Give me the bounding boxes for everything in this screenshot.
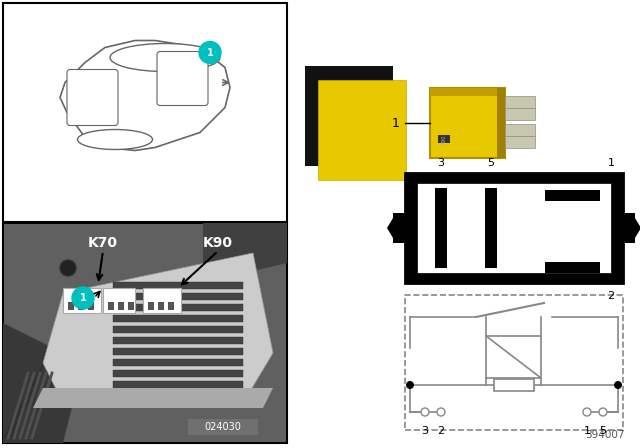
- Bar: [318, 80, 406, 180]
- Ellipse shape: [110, 43, 220, 72]
- Bar: [405, 295, 623, 430]
- Bar: [4, 224, 286, 442]
- Bar: [103, 288, 135, 313]
- Circle shape: [406, 381, 414, 389]
- Bar: [417, 183, 611, 273]
- Bar: [505, 96, 535, 108]
- Text: 5: 5: [600, 426, 607, 436]
- Text: K90: K90: [442, 134, 447, 144]
- Bar: [63, 288, 101, 313]
- Circle shape: [72, 287, 94, 309]
- Bar: [108, 302, 114, 310]
- Bar: [430, 88, 505, 96]
- Bar: [128, 302, 134, 310]
- Bar: [430, 88, 505, 158]
- Bar: [405, 173, 623, 283]
- Text: 1: 1: [79, 293, 86, 303]
- Text: 5: 5: [488, 158, 495, 168]
- Circle shape: [614, 381, 622, 389]
- Polygon shape: [387, 213, 405, 243]
- Bar: [486, 336, 541, 378]
- Circle shape: [421, 408, 429, 416]
- Polygon shape: [33, 388, 273, 408]
- Text: 3: 3: [438, 158, 445, 168]
- Bar: [497, 88, 505, 158]
- Text: K70: K70: [88, 236, 118, 250]
- Bar: [438, 135, 450, 143]
- Bar: [113, 315, 243, 322]
- Polygon shape: [60, 40, 230, 151]
- Bar: [113, 282, 243, 289]
- Bar: [113, 348, 243, 355]
- Bar: [505, 136, 535, 148]
- Circle shape: [583, 408, 591, 416]
- Text: 024030: 024030: [205, 422, 241, 432]
- Bar: [168, 302, 174, 310]
- Polygon shape: [203, 223, 287, 283]
- Text: 1: 1: [392, 116, 400, 129]
- Bar: [188, 419, 258, 435]
- Circle shape: [599, 408, 607, 416]
- Bar: [143, 288, 181, 313]
- Bar: [113, 359, 243, 366]
- Bar: [485, 188, 497, 268]
- Bar: [545, 262, 600, 273]
- Circle shape: [437, 408, 445, 416]
- Bar: [78, 302, 84, 310]
- Bar: [305, 66, 393, 166]
- Text: 2: 2: [437, 426, 445, 436]
- FancyBboxPatch shape: [67, 69, 118, 125]
- Polygon shape: [623, 213, 640, 243]
- Text: 394007: 394007: [586, 430, 625, 440]
- Circle shape: [60, 260, 76, 276]
- Bar: [158, 302, 164, 310]
- Polygon shape: [43, 253, 273, 403]
- Bar: [435, 188, 447, 268]
- Polygon shape: [3, 343, 53, 438]
- Bar: [113, 337, 243, 344]
- Bar: [545, 190, 600, 201]
- Bar: [505, 108, 535, 120]
- Text: 3: 3: [422, 426, 429, 436]
- Bar: [113, 381, 243, 388]
- Bar: [68, 302, 74, 310]
- Bar: [113, 304, 243, 311]
- Bar: [3, 223, 287, 443]
- Bar: [118, 302, 124, 310]
- Bar: [148, 302, 154, 310]
- Polygon shape: [3, 323, 83, 443]
- Bar: [113, 326, 243, 333]
- Text: 1: 1: [584, 426, 591, 436]
- Bar: [113, 293, 243, 300]
- Bar: [494, 379, 534, 391]
- Ellipse shape: [77, 129, 152, 150]
- Text: 1: 1: [207, 47, 213, 57]
- FancyBboxPatch shape: [157, 52, 208, 105]
- Bar: [88, 302, 94, 310]
- Text: K90: K90: [203, 236, 233, 250]
- Bar: [3, 3, 287, 222]
- Circle shape: [199, 42, 221, 64]
- Text: 1: 1: [607, 158, 614, 168]
- Text: 2: 2: [607, 291, 614, 301]
- Bar: [113, 370, 243, 377]
- Bar: [505, 124, 535, 136]
